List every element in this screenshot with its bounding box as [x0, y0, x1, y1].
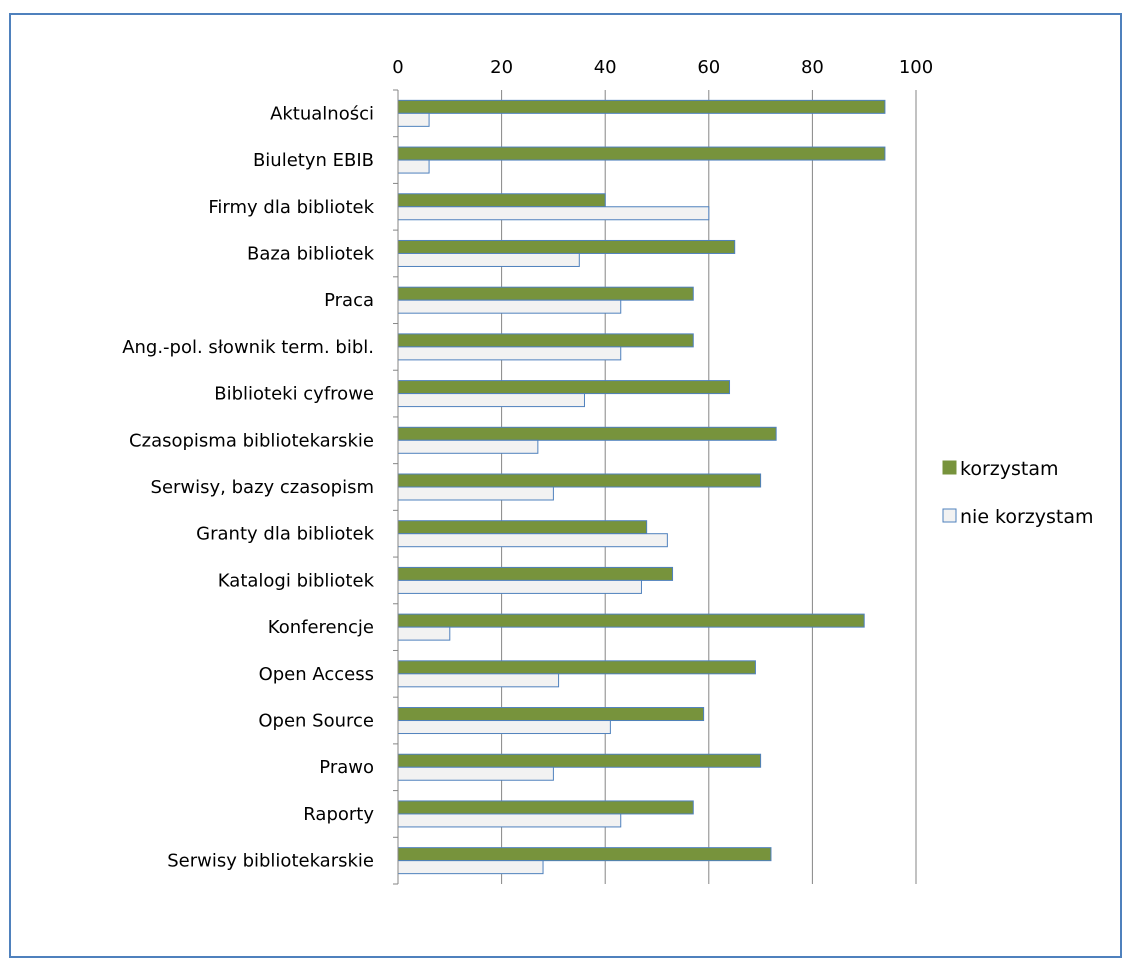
- category-label: Biuletyn EBIB: [253, 150, 374, 171]
- bar-nie-korzystam-2: [397, 206, 710, 221]
- legend-swatch-nie-korzystam: [942, 508, 957, 523]
- bar-nie-korzystam-13: [397, 720, 611, 735]
- category-label: Ang.-pol. słownik term. bibl.: [122, 337, 374, 358]
- x-tick-label-60: 60: [697, 57, 720, 78]
- bar-korzystam-9: [397, 520, 648, 535]
- bar-korzystam-13: [397, 707, 705, 722]
- legend: korzystam nie korzystam: [942, 458, 1094, 528]
- bar-nie-korzystam-6: [397, 393, 585, 408]
- category-label: Serwisy bibliotekarskie: [167, 851, 374, 872]
- category-label: Aktualności: [270, 103, 374, 124]
- bar-korzystam-15: [397, 800, 694, 815]
- bar-nie-korzystam-14: [397, 766, 554, 781]
- bar-korzystam-12: [397, 660, 756, 675]
- category-label: Katalogi bibliotek: [218, 570, 375, 591]
- category-label: Czasopisma bibliotekarskie: [129, 430, 374, 451]
- bar-korzystam-2: [397, 193, 606, 208]
- bar-nie-korzystam-15: [397, 813, 622, 828]
- bar-nie-korzystam-3: [397, 252, 580, 267]
- bar-korzystam-11: [397, 613, 865, 628]
- bar-nie-korzystam-12: [397, 673, 560, 688]
- bar-nie-korzystam-9: [397, 533, 668, 548]
- legend-label-korzystam: korzystam: [960, 458, 1058, 480]
- legend-swatch-korzystam: [942, 460, 957, 475]
- x-tick-label-0: 0: [392, 57, 403, 78]
- category-label: Prawo: [319, 757, 374, 778]
- x-tick-label-20: 20: [490, 57, 513, 78]
- category-label: Konferencje: [268, 617, 374, 638]
- bar-nie-korzystam-0: [397, 112, 430, 127]
- axes: 0 20 40 60 80 100 Aktualności Biuletyn EBIB Firm…: [122, 57, 933, 885]
- bar-korzystam-4: [397, 286, 694, 301]
- x-tick-label-80: 80: [801, 57, 824, 78]
- category-label: Biblioteki cyfrowe: [214, 384, 374, 405]
- category-label: Firmy dla bibliotek: [208, 197, 374, 218]
- bar-nie-korzystam-16: [397, 860, 544, 875]
- category-label: Serwisy, bazy czasopism: [151, 477, 374, 498]
- category-label: Raporty: [303, 804, 374, 825]
- x-tick-label-100: 100: [899, 57, 933, 78]
- bar-korzystam-14: [397, 753, 762, 768]
- bar-korzystam-5: [397, 333, 694, 348]
- bar-nie-korzystam-7: [397, 439, 539, 454]
- category-label: Granty dla bibliotek: [196, 524, 374, 545]
- bar-korzystam-16: [397, 847, 772, 862]
- bar-korzystam-1: [397, 146, 886, 161]
- x-tick-label-40: 40: [594, 57, 617, 78]
- bars: [397, 99, 886, 875]
- bar-nie-korzystam-8: [397, 486, 554, 501]
- legend-label-nie-korzystam: nie korzystam: [960, 506, 1094, 528]
- bar-korzystam-8: [397, 473, 762, 488]
- bar-korzystam-0: [397, 99, 886, 114]
- bar-nie-korzystam-4: [397, 299, 622, 314]
- bar-nie-korzystam-11: [397, 626, 451, 641]
- bar-nie-korzystam-10: [397, 579, 642, 594]
- bar-nie-korzystam-1: [397, 159, 430, 174]
- category-label: Open Source: [258, 711, 374, 732]
- bar-korzystam-3: [397, 239, 736, 254]
- bar-korzystam-10: [397, 566, 674, 581]
- bar-korzystam-7: [397, 426, 777, 441]
- category-label: Praca: [324, 290, 374, 311]
- bar-korzystam-6: [397, 380, 731, 395]
- bar-nie-korzystam-5: [397, 346, 622, 361]
- category-label: Baza bibliotek: [247, 243, 375, 264]
- category-label: Open Access: [259, 664, 374, 685]
